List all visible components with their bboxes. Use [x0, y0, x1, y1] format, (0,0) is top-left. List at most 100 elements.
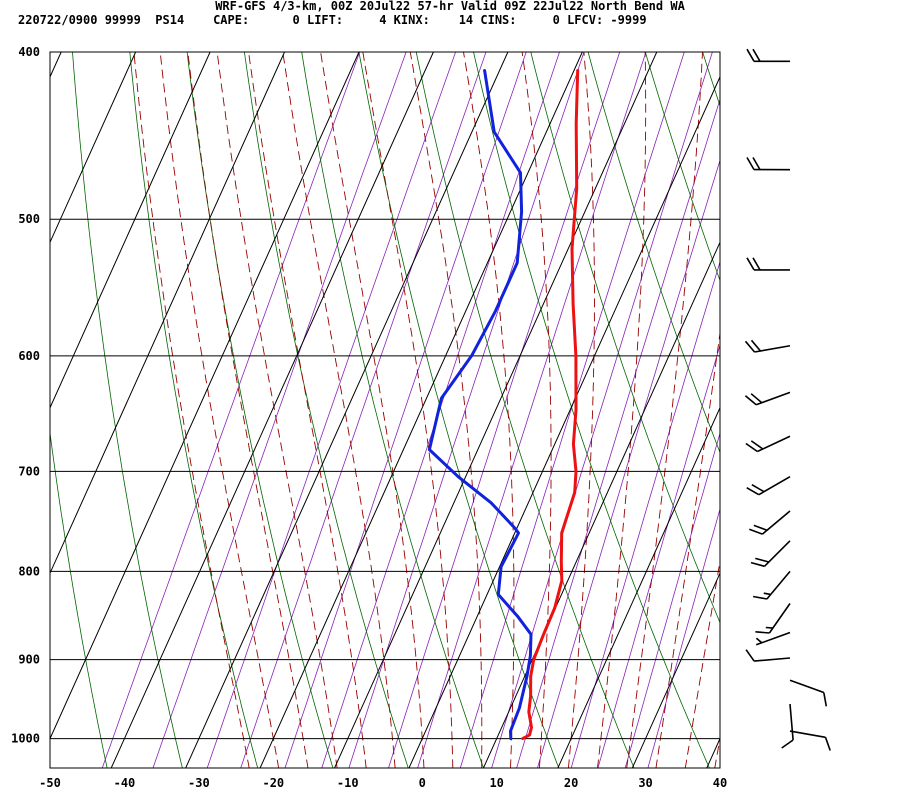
wind-barb-staff: [766, 570, 791, 600]
wind-barb: [746, 257, 791, 271]
wind-barb-half-feather: [755, 637, 763, 644]
pressure-tick-label: 800: [18, 564, 40, 578]
wind-barb-feather: [755, 557, 770, 563]
isotherm-line: [50, 52, 285, 575]
mixing-ratio-line: [647, 507, 720, 768]
isotherm-line: [334, 52, 658, 768]
pressure-tick-label: 700: [18, 464, 40, 478]
temperature-tick-label: 20: [564, 776, 578, 790]
mixing-ratio-line: [321, 52, 560, 768]
moist-adiabat-line: [320, 52, 425, 768]
pressure-tick-label: 500: [18, 212, 40, 226]
wind-barb-feather: [752, 157, 761, 171]
wind-barb: [745, 435, 791, 453]
background-lines: [50, 14, 900, 783]
isotherm-line: [631, 571, 720, 768]
dry-adiabat-line: [804, 14, 900, 783]
mixing-ratio-line: [417, 52, 647, 768]
dry-adiabat-line: [358, 52, 560, 768]
wind-barb-feather: [752, 595, 768, 600]
moist-adiabat-line: [714, 735, 720, 768]
dewpoint-profile-line: [427, 69, 533, 741]
sounding-title: WRF-GFS 4/3-km, 00Z 20Jul22 57-hr Valid …: [215, 0, 685, 13]
wind-barb: [744, 339, 791, 353]
wind-barb-feather: [755, 631, 770, 634]
wind-barb-feather: [746, 48, 755, 62]
wind-barb: [781, 704, 794, 749]
temperature-tick-label: -30: [188, 776, 210, 790]
wind-barb-feather: [750, 393, 763, 404]
dry-adiabat-line: [473, 52, 710, 768]
moist-adiabat-line: [282, 52, 396, 768]
mixing-ratio-line: [597, 343, 720, 768]
temperature-profile-line: [521, 69, 580, 741]
wind-barb: [755, 631, 791, 646]
moist-adiabat-line: [187, 52, 309, 768]
wind-barb-feather: [744, 395, 757, 406]
moist-adiabat-line: [597, 52, 647, 768]
mixing-ratio-line: [516, 98, 720, 768]
pressure-tick-label: 400: [18, 45, 40, 59]
plot-frame: [49, 51, 721, 769]
wind-barbs: [744, 48, 831, 751]
dry-adiabat-line: [644, 52, 720, 282]
wind-barb: [749, 510, 791, 535]
temperature-tick-label: 40: [713, 776, 727, 790]
profiles: [427, 69, 580, 741]
temperature-tick-label: 30: [638, 776, 652, 790]
mixing-ratio-line: [491, 52, 713, 768]
isotherm-line: [185, 52, 509, 768]
dry-adiabat-line: [243, 52, 409, 768]
wind-barb: [745, 649, 791, 662]
pressure-axis: 400 500 600 700 800 900 1000: [11, 45, 40, 746]
wind-barb-feather: [745, 442, 758, 453]
moist-adiabat-line: [626, 52, 703, 768]
moist-adiabat-line: [521, 52, 552, 768]
moist-adiabat-line: [216, 52, 338, 768]
wind-barb: [752, 570, 791, 600]
wind-barb-half-feather: [765, 626, 773, 629]
isotherm-line: [557, 406, 720, 768]
dry-adiabat-line: [72, 52, 183, 768]
wind-barb-feather: [752, 257, 761, 271]
wind-barb-staff: [757, 435, 791, 453]
moist-adiabat-line: [463, 52, 515, 768]
isotherm-line: [706, 737, 720, 768]
wind-barb-feather: [823, 692, 828, 707]
wind-barb-feather: [751, 484, 765, 493]
dry-adiabat-line: [50, 429, 108, 768]
dry-adiabat-line: [587, 52, 720, 454]
dry-adiabat-line: [301, 52, 484, 768]
mixing-ratio-line: [101, 52, 361, 768]
temperature-tick-label: -10: [337, 776, 359, 790]
wind-barb: [789, 730, 831, 751]
dry-adiabat-line: [747, 14, 900, 783]
mixing-ratio-line: [348, 52, 585, 768]
wind-barb: [744, 391, 791, 406]
dry-adiabat-line: [129, 52, 259, 768]
isotherm-line: [50, 52, 211, 409]
wind-barb-staff: [754, 657, 791, 662]
wind-barb-staff: [789, 679, 825, 694]
wind-barb: [789, 679, 828, 707]
wind-barb-feather: [746, 157, 755, 171]
mixing-ratio-line: [240, 52, 487, 768]
isotherm-line: [50, 52, 360, 740]
pressure-tick-label: 600: [18, 349, 40, 363]
wind-barb-staff: [761, 510, 791, 535]
wind-barb-feather: [750, 440, 764, 450]
pressure-tick-label: 900: [18, 653, 40, 667]
wind-barb-feather: [745, 649, 755, 662]
sounding-indices-line: 220722/0900 99999 PS14 CAPE: 0 LIFT: 4 K…: [18, 13, 647, 27]
moist-adiabat-line: [159, 52, 280, 768]
temperature-tick-label: -40: [114, 776, 136, 790]
wind-barb-feather: [824, 737, 831, 751]
wind-barb-feather: [752, 48, 761, 62]
isotherm-line: [259, 52, 583, 768]
wind-barb-feather: [753, 524, 768, 531]
mixing-ratio-line: [624, 431, 720, 768]
mixing-ratio-line: [284, 52, 527, 768]
temperature-tick-label: -20: [262, 776, 284, 790]
wind-barb-feather: [750, 561, 765, 568]
